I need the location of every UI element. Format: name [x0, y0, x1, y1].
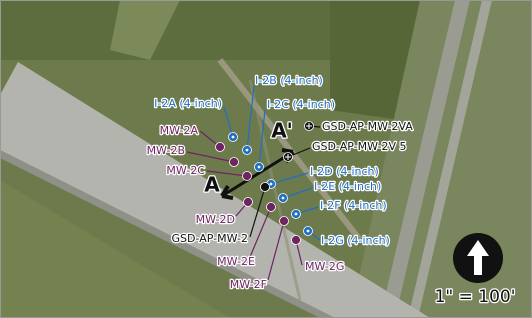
well-symbol: [216, 143, 225, 152]
well-label: I-2F (4-inch): [320, 199, 387, 212]
well-label: GSD-AP-MW-2VA: [322, 120, 413, 133]
well-symbol: [267, 203, 276, 212]
well-label: I-2G (4-inch): [321, 234, 390, 247]
well-label: MW-2G: [305, 260, 344, 273]
section-label: A': [271, 119, 293, 143]
well-center: [270, 183, 273, 186]
well-label: MW-2B: [147, 144, 185, 157]
scale-bar: 1" = 100': [435, 287, 516, 307]
well-center: [295, 213, 298, 216]
well-symbol: [292, 236, 301, 245]
aerial-background: [0, 0, 532, 318]
well-label: I-2C (4-inch): [267, 98, 335, 111]
well-label: MW-2C: [166, 164, 205, 177]
well-label: I-2A (4-inch): [154, 97, 222, 110]
well-center: [246, 149, 249, 152]
well-label: MW-2F: [230, 278, 267, 291]
well-label: I-2D (4-inch): [310, 165, 379, 178]
well-center: [282, 197, 285, 200]
well-label: MW-2E: [217, 255, 255, 268]
well-label: GSD-AP-MW-2V 5: [312, 140, 407, 153]
well-symbol: [230, 158, 239, 167]
north-arrow: [453, 233, 503, 283]
well-symbol: [261, 183, 270, 192]
well-label: I-2B (4-inch): [255, 74, 323, 87]
section-label: A: [204, 173, 220, 197]
well-label: MW-2A: [160, 124, 199, 137]
well-center: [307, 230, 310, 233]
well-label: I-2E (4-inch): [314, 180, 381, 193]
well-symbol: [244, 198, 253, 207]
well-label: MW-2D: [196, 213, 235, 226]
well-symbol: [280, 217, 289, 226]
map: I-2A (4-inch) I-2B (4-inch) I-2C (4-inch) I…: [0, 0, 532, 318]
well-center: [232, 136, 235, 139]
well-symbol: [243, 172, 252, 181]
well-center: [258, 166, 261, 169]
well-label: GSD-AP-MW-2: [172, 232, 248, 245]
